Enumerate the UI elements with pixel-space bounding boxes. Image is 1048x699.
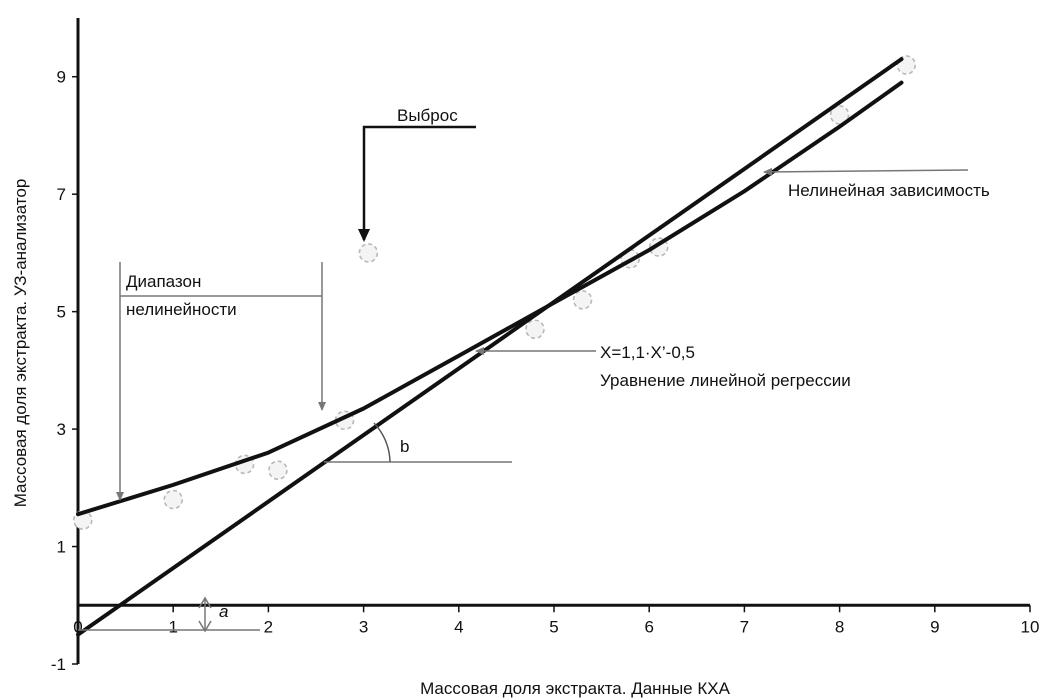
data-point <box>829 105 850 125</box>
data-point <box>268 460 288 481</box>
data-point <box>525 319 545 340</box>
y-tick-label: 1 <box>57 538 66 557</box>
outlier-arrow <box>358 125 476 242</box>
x-tick-label: 4 <box>454 617 463 636</box>
x-tick-label: 6 <box>644 617 653 636</box>
y-tick-label: 9 <box>57 68 66 87</box>
data-point <box>163 489 183 510</box>
intercept-arrowhead-up <box>198 596 212 609</box>
x-tick-label: 3 <box>359 617 368 636</box>
nonlinearity-range-label-line-1: Диапазон <box>126 272 201 291</box>
regression-description-label: Уравнение линейной регрессии <box>600 371 851 390</box>
nonlinear-dependence-label: Нелинейная зависимость <box>788 181 990 200</box>
y-tick-label: -1 <box>51 655 66 674</box>
linear-regression-line <box>76 57 904 637</box>
x-tick-label: 10 <box>1021 617 1040 636</box>
x-tick-label: 1 <box>168 617 177 636</box>
x-tick-label: 8 <box>835 617 844 636</box>
x-tick-label: 7 <box>740 617 749 636</box>
nonlinear-dependence-curve <box>76 80 904 517</box>
axes <box>76 18 1030 664</box>
outlier-label: Выброс <box>397 106 458 125</box>
nonlinearity-range-label-line-2: нелинейности <box>126 300 237 319</box>
y-tick-label: 5 <box>57 303 66 322</box>
angle-b-label: b <box>400 437 409 456</box>
x-tick-label: 9 <box>930 617 939 636</box>
nonlinear-dependence-arrow <box>763 167 969 176</box>
x-tick-label: 0 <box>73 617 82 636</box>
y-axis-label: Массовая доля экстракта. УЗ-анализатор <box>11 179 30 508</box>
x-axis-label: Массовая доля экстракта. Данные КХА <box>420 679 731 698</box>
angle-arc <box>373 422 391 463</box>
y-tick-label: 7 <box>57 185 66 204</box>
regression-equation-label: X=1,1·X’-0,5 <box>600 343 695 362</box>
data-points <box>72 55 917 530</box>
fit-lines <box>76 57 904 637</box>
intercept-a-label: a <box>219 602 228 621</box>
ticks: 0 1 2 3 4 5 6 7 8 9 10 -1 1 3 5 7 9 <box>51 68 1040 674</box>
y-tick-label: 3 <box>57 420 66 439</box>
x-tick-label: 2 <box>264 617 273 636</box>
data-point <box>358 243 379 263</box>
x-tick-label: 5 <box>549 617 558 636</box>
intercept-arrowhead-down <box>198 620 212 633</box>
annotations <box>78 125 969 633</box>
data-point <box>572 290 593 310</box>
